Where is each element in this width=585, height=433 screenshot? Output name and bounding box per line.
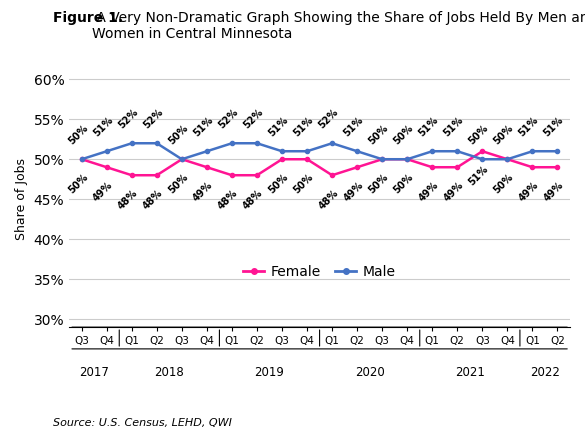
- Female: [529, 165, 536, 170]
- Female: [78, 157, 85, 162]
- Text: 51%: 51%: [517, 115, 541, 139]
- Text: 49%: 49%: [91, 180, 115, 204]
- Male: [404, 157, 411, 162]
- Text: 49%: 49%: [517, 180, 541, 204]
- Legend: Female, Male: Female, Male: [238, 259, 401, 284]
- Female: [178, 157, 185, 162]
- Text: 50%: 50%: [66, 172, 90, 196]
- Female: [479, 149, 486, 154]
- Text: 51%: 51%: [467, 164, 490, 187]
- Text: 51%: 51%: [291, 115, 315, 139]
- Male: [253, 141, 260, 146]
- Text: 2017: 2017: [80, 366, 109, 379]
- Text: A Very Non-Dramatic Graph Showing the Share of Jobs Held By Men and
Women in Cen: A Very Non-Dramatic Graph Showing the Sh…: [92, 11, 585, 41]
- Text: 48%: 48%: [216, 188, 240, 212]
- Text: 52%: 52%: [142, 107, 165, 130]
- Male: [304, 149, 311, 154]
- Line: Female: Female: [80, 149, 560, 177]
- Male: [354, 149, 361, 154]
- Male: [479, 157, 486, 162]
- Text: 51%: 51%: [542, 115, 566, 139]
- Female: [404, 157, 411, 162]
- Male: [204, 149, 211, 154]
- Text: Source: U.S. Census, LEHD, QWI: Source: U.S. Census, LEHD, QWI: [53, 418, 232, 428]
- Male: [278, 149, 285, 154]
- Male: [178, 157, 185, 162]
- Text: 48%: 48%: [116, 188, 140, 212]
- Male: [454, 149, 461, 154]
- Line: Male: Male: [80, 141, 560, 162]
- Text: 52%: 52%: [216, 107, 240, 130]
- Text: 50%: 50%: [166, 123, 190, 146]
- Text: 50%: 50%: [492, 123, 515, 146]
- Female: [103, 165, 110, 170]
- Female: [329, 173, 336, 178]
- Text: 50%: 50%: [291, 172, 315, 196]
- Female: [504, 157, 511, 162]
- Female: [204, 165, 211, 170]
- Text: 50%: 50%: [367, 123, 390, 146]
- Text: 49%: 49%: [442, 180, 465, 204]
- Text: 51%: 51%: [342, 115, 365, 139]
- Text: 2018: 2018: [154, 366, 184, 379]
- Text: 51%: 51%: [91, 115, 115, 139]
- Text: 51%: 51%: [417, 115, 441, 139]
- Male: [153, 141, 160, 146]
- Text: 50%: 50%: [166, 172, 190, 196]
- Text: 48%: 48%: [242, 188, 265, 212]
- Text: 2020: 2020: [355, 366, 384, 379]
- Male: [78, 157, 85, 162]
- Female: [454, 165, 461, 170]
- Text: 2021: 2021: [455, 366, 485, 379]
- Text: 50%: 50%: [392, 123, 415, 146]
- Female: [278, 157, 285, 162]
- Male: [554, 149, 561, 154]
- Text: 51%: 51%: [442, 115, 465, 139]
- Male: [504, 157, 511, 162]
- Male: [329, 141, 336, 146]
- Text: 49%: 49%: [342, 180, 365, 204]
- Text: 50%: 50%: [467, 123, 490, 146]
- Text: 50%: 50%: [367, 172, 390, 196]
- Male: [128, 141, 135, 146]
- Female: [354, 165, 361, 170]
- Text: 51%: 51%: [191, 115, 215, 139]
- Text: 52%: 52%: [116, 107, 140, 130]
- Text: 49%: 49%: [417, 180, 441, 204]
- Text: 49%: 49%: [542, 180, 566, 204]
- Text: 48%: 48%: [316, 188, 340, 212]
- Female: [378, 157, 386, 162]
- Text: 50%: 50%: [392, 172, 415, 196]
- Text: 52%: 52%: [316, 107, 340, 130]
- Y-axis label: Share of Jobs: Share of Jobs: [15, 158, 28, 240]
- Text: 50%: 50%: [66, 123, 90, 146]
- Text: 2019: 2019: [254, 366, 284, 379]
- Male: [378, 157, 386, 162]
- Text: 52%: 52%: [242, 107, 265, 130]
- Male: [429, 149, 436, 154]
- Female: [304, 157, 311, 162]
- Male: [103, 149, 110, 154]
- Male: [228, 141, 235, 146]
- Female: [228, 173, 235, 178]
- Text: 50%: 50%: [492, 172, 515, 196]
- Male: [529, 149, 536, 154]
- Text: 50%: 50%: [267, 172, 290, 196]
- Female: [153, 173, 160, 178]
- Female: [253, 173, 260, 178]
- Text: 2022: 2022: [530, 366, 560, 379]
- Text: Figure 1.: Figure 1.: [53, 11, 123, 25]
- Female: [429, 165, 436, 170]
- Text: 49%: 49%: [191, 180, 215, 204]
- Text: 51%: 51%: [267, 115, 290, 139]
- Female: [554, 165, 561, 170]
- Text: 48%: 48%: [141, 188, 165, 212]
- Female: [128, 173, 135, 178]
